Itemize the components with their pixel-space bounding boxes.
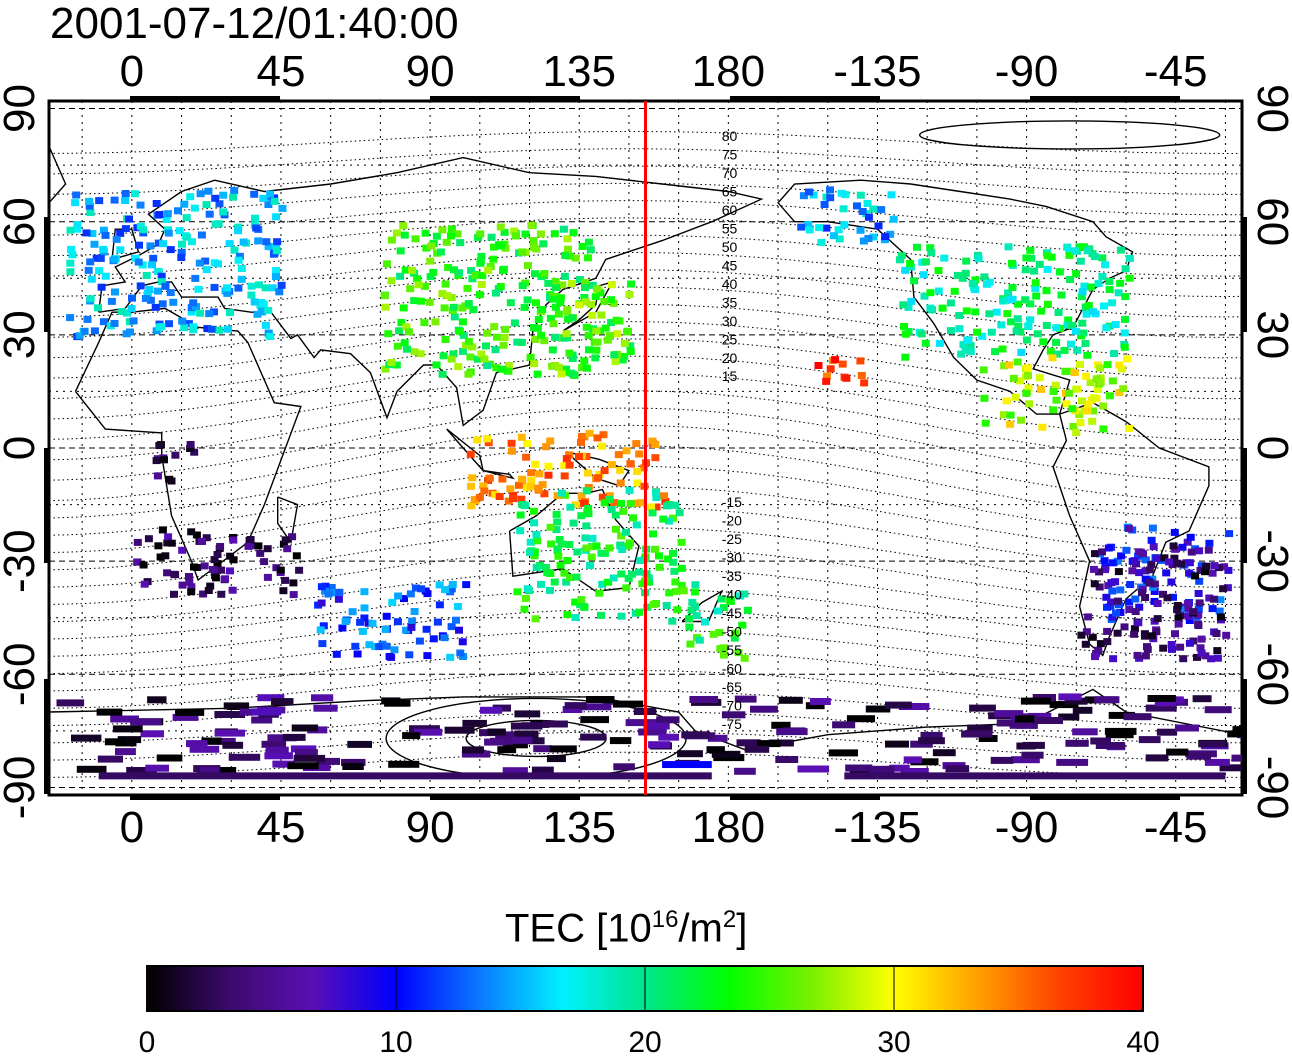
mlat-label: -70 bbox=[722, 698, 742, 714]
mlat-label: -20 bbox=[722, 513, 742, 529]
colorbar-tick-label: 20 bbox=[628, 1026, 661, 1057]
map-title: 2001-07-12/01:40:00 bbox=[50, 0, 459, 48]
lon-tick-label: -45 bbox=[1144, 803, 1208, 852]
mlat-label: -25 bbox=[722, 531, 742, 547]
mlat-label: -15 bbox=[722, 494, 742, 510]
lat-tick-label: -60 bbox=[0, 643, 44, 707]
lat-tick-label: 60 bbox=[0, 197, 44, 246]
mlat-label: 80 bbox=[722, 128, 738, 144]
mlat-label: 75 bbox=[722, 147, 738, 163]
lon-tick-label: -90 bbox=[995, 803, 1059, 852]
mlat-label: 30 bbox=[722, 313, 738, 329]
mlat-label: 55 bbox=[722, 220, 738, 236]
lat-tick-label: 30 bbox=[1248, 310, 1292, 359]
magnetic-latitude-labels: 80 75 70 65 60 55 50 45 40 35 30 25 20 15 -15 -20 -25 -30… bbox=[722, 128, 742, 732]
lon-tick-label: 0 bbox=[120, 803, 144, 852]
mlat-label: 15 bbox=[722, 368, 738, 384]
lat-tick-label: -60 bbox=[1248, 643, 1292, 707]
lon-tick-label: 180 bbox=[692, 803, 765, 852]
lon-tick-label: 45 bbox=[256, 803, 305, 852]
lon-tick-label: -135 bbox=[833, 47, 921, 96]
lon-ticks-top: 0 45 90 135 180 -135 -90 -45 bbox=[120, 47, 1208, 96]
mlat-label: 40 bbox=[722, 276, 738, 292]
lon-tick-label: 45 bbox=[256, 47, 305, 96]
colorbar-tick-label: 30 bbox=[877, 1026, 910, 1057]
colorbar-label: TEC [1016/m2] bbox=[505, 906, 748, 951]
mlat-label: -50 bbox=[722, 624, 742, 640]
mlat-label: 70 bbox=[722, 165, 738, 181]
mlat-label: -45 bbox=[722, 605, 742, 621]
lon-tick-label: 90 bbox=[406, 47, 455, 96]
colorbar-ticks: 0 10 20 30 40 bbox=[139, 966, 1160, 1057]
mlat-label: -40 bbox=[722, 587, 742, 603]
lon-ticks-bottom: 0 45 90 135 180 -135 -90 -45 bbox=[120, 803, 1208, 852]
lat-tick-label: -90 bbox=[1248, 756, 1292, 820]
colorbar-tick-label: 10 bbox=[379, 1026, 412, 1057]
lon-tick-label: -45 bbox=[1144, 47, 1208, 96]
lon-tick-label: 0 bbox=[120, 47, 144, 96]
lat-tick-label: 90 bbox=[1248, 84, 1292, 133]
frame-bars bbox=[44, 96, 1247, 800]
colorbar-tick-label: 40 bbox=[1126, 1026, 1159, 1057]
lat-tick-label: -30 bbox=[1248, 529, 1292, 593]
lat-ticks-right: 90 60 30 0 -30 -60 -90 bbox=[1248, 84, 1292, 819]
colorbar-tick-label: 0 bbox=[139, 1026, 156, 1057]
lat-tick-label: -30 bbox=[0, 529, 44, 593]
mlat-label: 25 bbox=[722, 331, 738, 347]
lat-tick-label: 90 bbox=[0, 84, 44, 133]
lat-tick-label: 60 bbox=[1248, 197, 1292, 246]
mlat-label: 50 bbox=[722, 239, 738, 255]
mlat-label: 65 bbox=[722, 183, 738, 199]
lon-tick-label: 135 bbox=[543, 803, 616, 852]
lat-ticks-left: 90 60 30 0 -30 -60 -90 bbox=[0, 84, 44, 819]
lat-tick-label: 30 bbox=[0, 310, 44, 359]
lon-tick-label: -90 bbox=[995, 47, 1059, 96]
mlat-label: 35 bbox=[722, 294, 738, 310]
tec-data-cells bbox=[56, 186, 1242, 780]
lat-tick-label: 0 bbox=[1248, 436, 1292, 460]
mlat-label: -30 bbox=[722, 550, 742, 566]
mlat-label: 60 bbox=[722, 202, 738, 218]
mlat-label: -65 bbox=[722, 679, 742, 695]
lat-tick-label: -90 bbox=[0, 756, 44, 820]
mlat-label: -60 bbox=[722, 661, 742, 677]
lon-tick-label: 135 bbox=[543, 47, 616, 96]
lon-tick-label: 90 bbox=[406, 803, 455, 852]
lon-tick-label: -135 bbox=[833, 803, 921, 852]
mlat-label: 20 bbox=[722, 350, 738, 366]
mlat-label: -55 bbox=[722, 642, 742, 658]
mlat-label: -35 bbox=[722, 568, 742, 584]
mlat-label: -75 bbox=[722, 716, 742, 732]
lon-tick-label: 180 bbox=[692, 47, 765, 96]
lat-tick-label: 0 bbox=[0, 436, 44, 460]
mlat-label: 45 bbox=[722, 257, 738, 273]
